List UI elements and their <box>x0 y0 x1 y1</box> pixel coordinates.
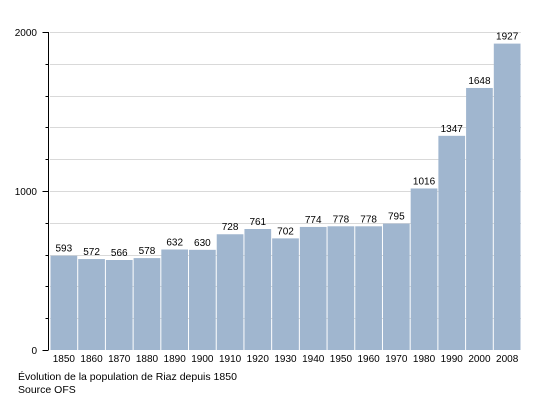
x-tick-label-1940: 1940 <box>302 354 325 365</box>
x-tick-labels: 1850 1860 1870 1880 1890 1900 1910 1920 1930 1940… <box>53 354 519 365</box>
x-tick-label-2008: 2008 <box>496 354 519 365</box>
x-tick-label-1970: 1970 <box>385 354 408 365</box>
data-label-1990: 1347 <box>441 124 464 135</box>
y-ticks <box>42 32 49 351</box>
x-tick-label-1950: 1950 <box>330 354 353 365</box>
bar-1980 <box>410 188 438 350</box>
x-tick-label-1910: 1910 <box>219 354 242 365</box>
data-label-1920: 761 <box>249 217 266 228</box>
bar-1990 <box>438 135 466 350</box>
data-label-1940: 774 <box>305 215 322 226</box>
data-label-1870: 566 <box>111 248 128 259</box>
x-tick-label-1960: 1960 <box>357 354 380 365</box>
data-label-1850: 593 <box>56 244 73 255</box>
x-tick-label-1900: 1900 <box>191 354 214 365</box>
data-label-1960: 778 <box>360 214 377 225</box>
data-label-1970: 795 <box>388 212 405 223</box>
data-label-1930: 702 <box>277 226 294 237</box>
bars <box>50 43 521 351</box>
bar-1880 <box>133 258 161 350</box>
y-tick-labels: 0 1000 2000 <box>15 28 38 357</box>
bar-1850 <box>50 255 78 350</box>
y-tick-label-2000: 2000 <box>15 28 38 39</box>
data-label-1900: 630 <box>194 238 211 249</box>
y-tick-label-0: 0 <box>31 346 37 357</box>
data-label-1950: 778 <box>333 214 350 225</box>
bar-2008 <box>493 43 521 351</box>
bar-2000 <box>466 87 493 350</box>
x-tick-label-2000: 2000 <box>468 354 491 365</box>
bar-1860 <box>78 259 105 350</box>
x-tick-label-1980: 1980 <box>413 354 436 365</box>
x-tick-label-1850: 1850 <box>53 354 76 365</box>
bar-1870 <box>105 260 133 350</box>
bar-1900 <box>189 249 216 350</box>
data-label-1910: 728 <box>222 222 239 233</box>
data-label-2008: 1927 <box>496 32 519 43</box>
bar-1890 <box>161 249 189 350</box>
data-label-1880: 578 <box>139 246 156 257</box>
bar-1910 <box>216 234 244 350</box>
y-tick-label-1000: 1000 <box>15 187 38 198</box>
x-tick-label-1870: 1870 <box>108 354 131 365</box>
bar-1970 <box>382 223 410 350</box>
caption-source: Source OFS <box>18 384 76 396</box>
bar-1930 <box>272 238 299 350</box>
bar-1920 <box>244 229 272 350</box>
data-label-1860: 572 <box>83 247 100 258</box>
x-tick-label-1990: 1990 <box>441 354 464 365</box>
caption-title: Évolution de la population de Riaz depui… <box>18 371 237 383</box>
x-tick-label-1920: 1920 <box>247 354 270 365</box>
data-label-1980: 1016 <box>413 176 436 187</box>
x-tick-label-1890: 1890 <box>164 354 187 365</box>
data-labels: 593 572 566 578 632 630 728 761 702 774 778 778 795 1… <box>56 32 519 259</box>
x-tick-label-1860: 1860 <box>80 354 103 365</box>
bar-1960 <box>355 226 382 350</box>
x-tick-label-1880: 1880 <box>136 354 159 365</box>
bar-1940 <box>299 226 327 350</box>
data-label-2000: 1648 <box>468 76 491 87</box>
bar-1950 <box>327 226 355 350</box>
data-label-1890: 632 <box>166 238 183 249</box>
x-tick-label-1930: 1930 <box>274 354 297 365</box>
